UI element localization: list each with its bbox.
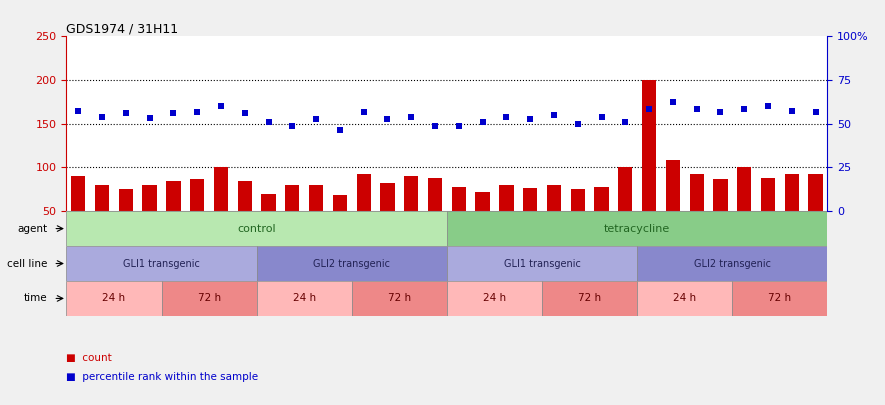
Bar [785,175,799,211]
Text: cell line: cell line [7,258,48,269]
Text: GLI2 transgenic: GLI2 transgenic [694,258,771,269]
Bar [571,189,585,211]
Bar [737,167,751,211]
Bar [285,185,299,211]
Text: 24 h: 24 h [483,294,506,303]
Bar [547,185,561,211]
Text: 24 h: 24 h [673,294,696,303]
Text: time: time [24,294,48,303]
Bar [161,281,257,316]
Bar [190,179,204,211]
Bar [618,167,633,211]
Text: ■  count: ■ count [66,354,112,363]
Text: ■  percentile rank within the sample: ■ percentile rank within the sample [66,372,258,382]
Bar [257,246,447,281]
Bar [475,192,489,211]
Bar [595,187,609,211]
Bar [447,281,542,316]
Text: agent: agent [17,224,48,234]
Bar [733,281,827,316]
Bar [642,80,656,211]
Bar [166,181,181,211]
Bar [499,185,513,211]
Bar [214,167,228,211]
Text: GDS1974 / 31H11: GDS1974 / 31H11 [66,22,179,35]
Bar [447,246,637,281]
Bar [381,183,395,211]
Bar [352,281,447,316]
Bar [809,175,823,211]
Bar [66,246,257,281]
Bar [428,178,442,211]
Bar [761,178,775,211]
Bar [666,160,680,211]
Bar [95,185,109,211]
Bar [119,189,133,211]
Bar [142,185,157,211]
Text: 72 h: 72 h [388,294,411,303]
Text: tetracycline: tetracycline [604,224,670,234]
Text: 24 h: 24 h [103,294,126,303]
Bar [333,195,347,211]
Bar [66,211,447,246]
Bar [357,174,371,211]
Text: GLI1 transgenic: GLI1 transgenic [123,258,200,269]
Bar [404,176,419,211]
Text: GLI1 transgenic: GLI1 transgenic [504,258,581,269]
Bar [257,281,351,316]
Bar [542,281,637,316]
Bar [309,185,323,211]
Text: 72 h: 72 h [768,294,791,303]
Bar [237,181,252,211]
Text: 72 h: 72 h [578,294,601,303]
Bar [451,187,466,211]
Bar [261,194,276,211]
Text: control: control [237,224,276,234]
Bar [637,246,827,281]
Bar [713,179,727,211]
Text: 72 h: 72 h [197,294,220,303]
Text: 24 h: 24 h [293,294,316,303]
Bar [523,188,537,211]
Bar [637,281,733,316]
Text: GLI2 transgenic: GLI2 transgenic [313,258,390,269]
Bar [447,211,827,246]
Bar [66,281,161,316]
Bar [689,175,704,211]
Bar [71,176,85,211]
